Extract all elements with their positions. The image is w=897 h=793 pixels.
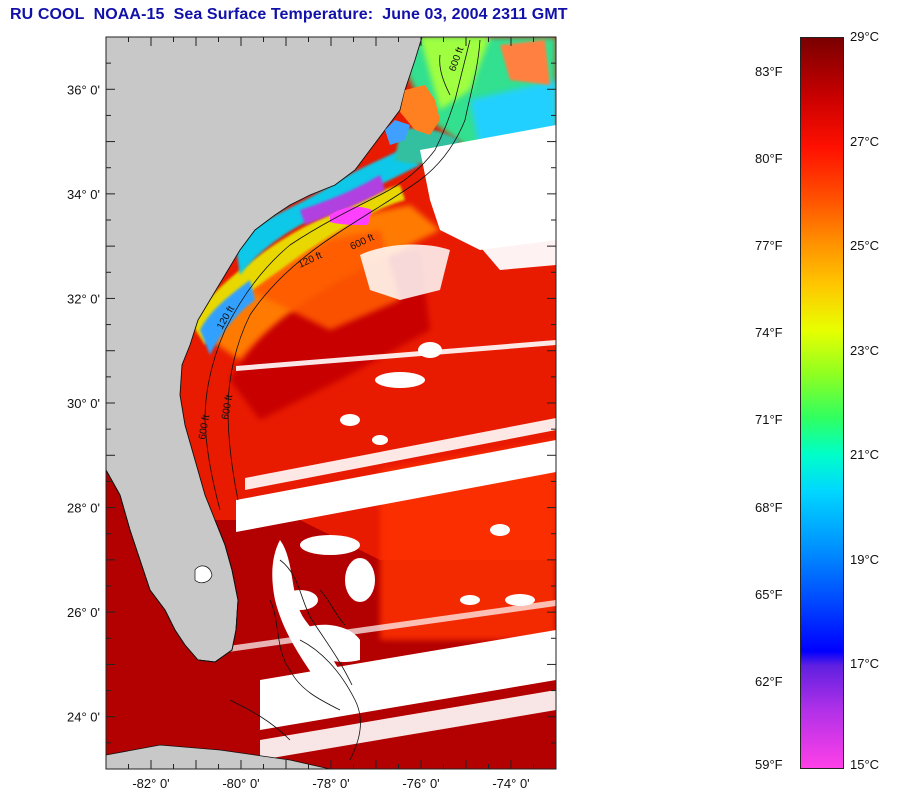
longitude-axis: -82° 0' -80° 0' -78° 0' -76° 0' -74° 0' — [105, 37, 557, 791]
title-satellite: NOAA-15 — [93, 6, 165, 23]
lat-label: 28° 0' — [67, 501, 100, 516]
map-title: RU COOL NOAA-15 Sea Surface Temperature:… — [10, 6, 568, 24]
lat-label: 32° 0' — [67, 291, 100, 306]
colorbar-celsius-label: 21°C — [850, 447, 880, 463]
latitude-axis: 36° 0' 34° 0' 32° 0' 30° 0' 28° 0' 26° 0' 24° … — [67, 36, 556, 770]
colorbar-fahrenheit-label: 65°F — [755, 586, 783, 602]
lon-label: -76° 0' — [402, 776, 439, 791]
lon-label: -74° 0' — [492, 776, 529, 791]
lon-label: -82° 0' — [132, 776, 169, 791]
isobath-contours — [204, 39, 481, 761]
colorbar-fahrenheit-label: 68°F — [755, 499, 783, 515]
contour-label: 600 ft — [197, 414, 212, 441]
lat-label: 34° 0' — [67, 187, 100, 202]
colorbar — [800, 37, 844, 769]
lon-label: -80° 0' — [222, 776, 259, 791]
colorbar-fahrenheit-label: 71°F — [755, 412, 783, 428]
title-datetime: June 03, 2004 2311 GMT — [382, 6, 568, 23]
colorbar-celsius-label: 17°C — [850, 656, 880, 672]
title-org: RU COOL — [10, 6, 85, 23]
lon-label: -78° 0' — [312, 776, 349, 791]
colorbar-fahrenheit-label: 77°F — [755, 238, 783, 254]
colorbar-fahrenheit-label: 62°F — [755, 673, 783, 689]
colorbar-fahrenheit-label: 83°F — [755, 63, 783, 79]
colorbar-celsius-label: 27°C — [850, 133, 880, 149]
map-area — [106, 37, 556, 769]
colorbar-fahrenheit-label: 59°F — [755, 757, 783, 772]
colorbar-celsius-label: 29°C — [850, 29, 880, 44]
colorbar-celsius-label: 15°C — [850, 757, 880, 772]
lat-label: 36° 0' — [67, 82, 100, 97]
lat-label: 30° 0' — [67, 396, 100, 411]
lat-label: 26° 0' — [67, 605, 100, 620]
colorbar-celsius-label: 19°C — [850, 551, 880, 567]
colorbar-celsius-label: 25°C — [850, 238, 880, 254]
colorbar-fahrenheit-label: 80°F — [755, 151, 783, 166]
lat-label: 24° 0' — [67, 710, 100, 725]
colorbar-fahrenheit-label: 74°F — [755, 325, 783, 341]
cloud-cover — [200, 125, 556, 760]
title-product: Sea Surface Temperature: — [173, 6, 374, 23]
colorbar-celsius-label: 23°C — [850, 342, 880, 358]
contour-label: 600 ft — [220, 394, 235, 421]
